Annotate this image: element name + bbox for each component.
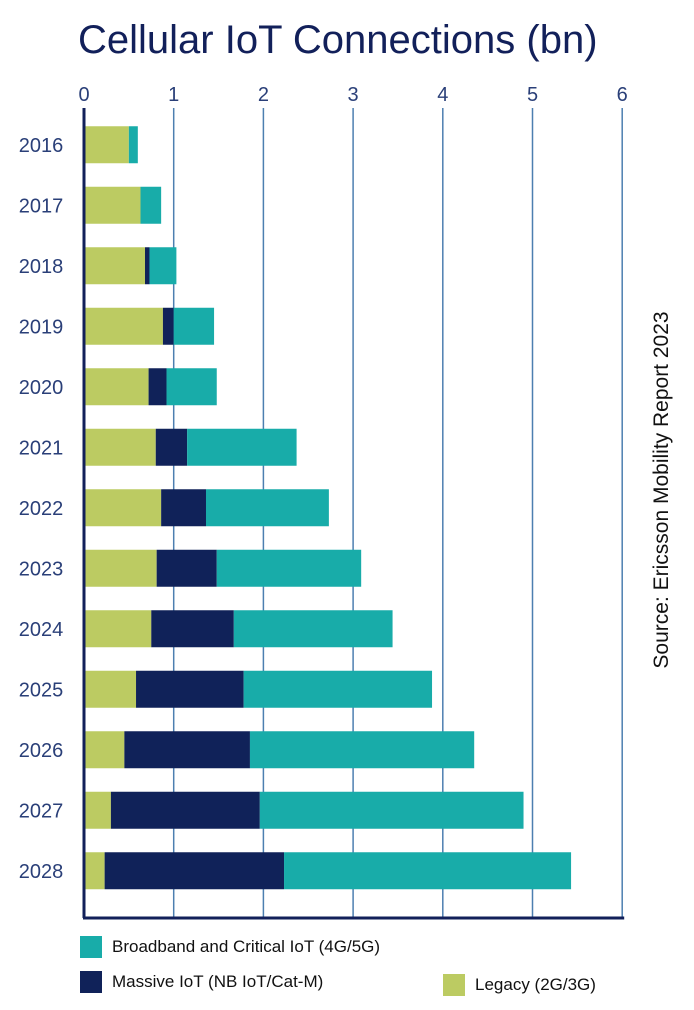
bar-segment [140,186,162,224]
bar-segment [156,549,217,587]
bar-segment [205,489,329,527]
bar-segment [144,247,150,285]
bar-segment [84,247,145,285]
bar-segment [104,852,285,890]
bar-segment [136,670,244,708]
y-category-label: 2018 [19,256,64,278]
y-category-label: 2023 [19,558,64,580]
bar-segment [84,489,162,527]
bar-segment [84,791,111,829]
bar-segment [149,247,177,285]
chart-title: Cellular IoT Connections (bn) [78,18,598,62]
bar-segment [233,610,393,648]
legend-item-legacy: Legacy (2G/3G) [443,974,596,996]
bar-segment [148,368,167,406]
bar-segment [84,852,105,890]
bar-segment [161,489,206,527]
source-note: Source: Ericsson Mobility Report 2023 [650,311,673,669]
legend-swatch-legacy [443,974,465,996]
bar-segment [216,549,362,587]
bar-segment [124,731,250,769]
bar-segment [249,731,475,769]
bar-segment [84,368,149,406]
bar-segment [84,126,129,164]
bar-segment [187,428,297,466]
y-category-label: 2028 [19,861,64,883]
bar-segment [243,670,433,708]
x-tick-label: 5 [527,84,538,106]
legend-swatch-broadband [80,936,102,958]
bar-segment [128,126,138,164]
bar-segment [84,670,137,708]
y-category-label: 2020 [19,377,64,399]
legend-label-broadband: Broadband and Critical IoT (4G/5G) [112,937,381,956]
bar-segment [162,307,174,345]
legend-swatch-massive [80,971,102,993]
x-tick-label: 1 [168,84,179,106]
x-tick-label: 0 [78,84,89,106]
legend-item-massive: Massive IoT (NB IoT/Cat-M) [80,971,323,993]
x-tick-label: 6 [617,84,628,106]
y-category-label: 2024 [19,619,64,641]
y-category-label: 2026 [19,740,64,762]
bar-segment [166,368,217,406]
bar-segment [84,610,152,648]
bar-segment [84,428,156,466]
x-tick-label: 3 [348,84,359,106]
x-tick-label: 4 [437,84,448,106]
bar-segment [84,186,141,224]
y-category-label: 2022 [19,498,64,520]
y-category-label: 2019 [19,316,64,338]
bar-segment [84,307,163,345]
legend-item-broadband: Broadband and Critical IoT (4G/5G) [80,936,380,958]
y-category-label: 2025 [19,679,64,701]
bar-segment [284,852,572,890]
legend-label-legacy: Legacy (2G/3G) [475,975,596,994]
bar-segment [84,549,157,587]
y-category-label: 2016 [19,135,64,157]
y-category-label: 2017 [19,195,64,217]
bar-segment [110,791,260,829]
bar-segment [151,610,234,648]
bar-segment [84,731,125,769]
legend-label-massive: Massive IoT (NB IoT/Cat-M) [112,972,324,991]
bar-segment [155,428,188,466]
y-category-label: 2021 [19,437,64,459]
bar-segment [173,307,215,345]
y-category-label: 2027 [19,800,64,822]
x-tick-label: 2 [258,84,269,106]
bar-segment [259,791,524,829]
